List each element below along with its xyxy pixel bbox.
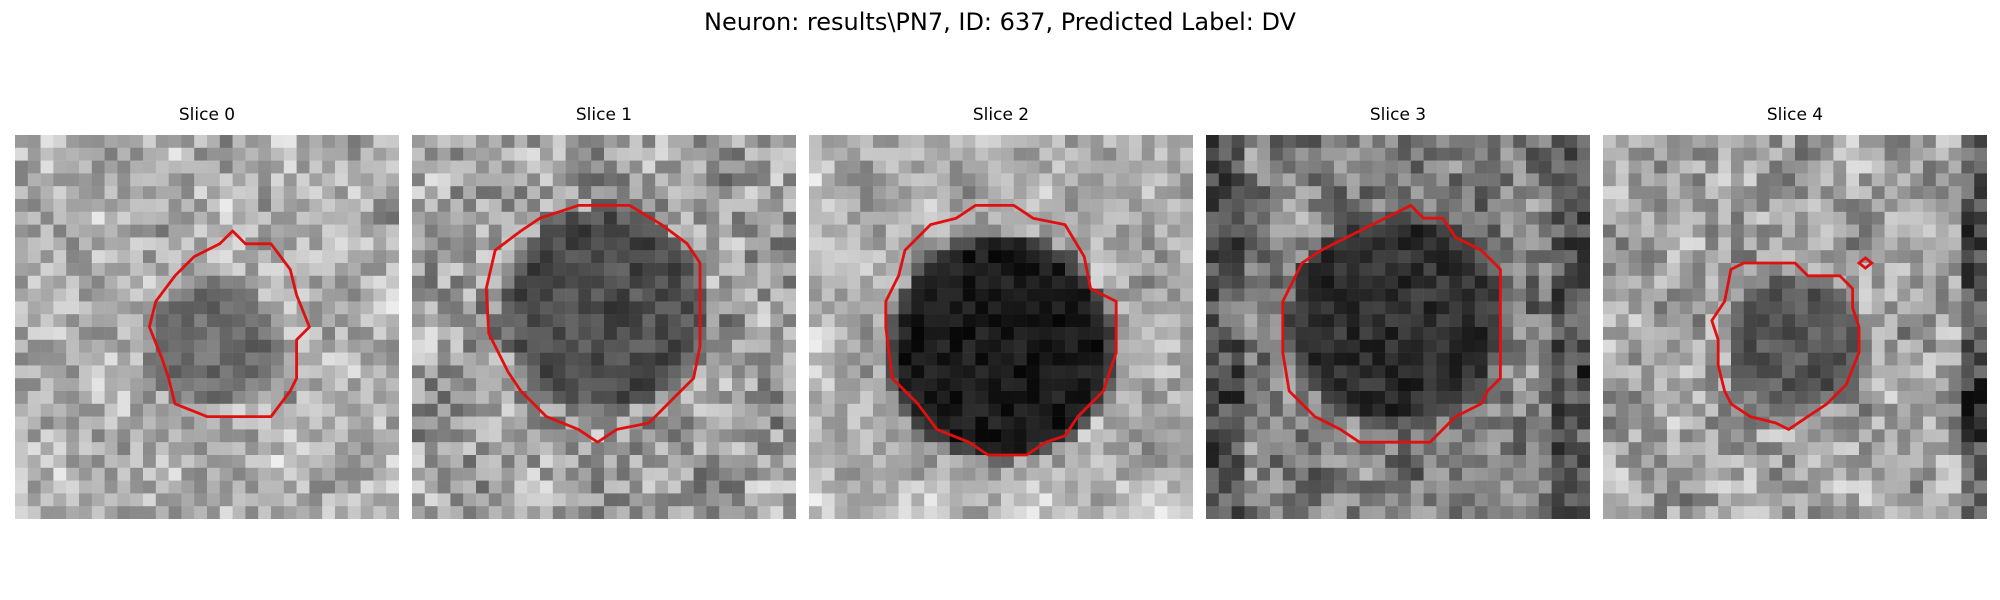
pixel-grid: [1206, 135, 1590, 519]
slice-panel-2: Slice 2: [809, 105, 1193, 525]
pixel-grid: [412, 135, 796, 519]
pixel-grid: [1603, 135, 1987, 519]
slice-panel-4: Slice 4: [1603, 105, 1987, 525]
slice-image-1: [412, 135, 796, 519]
pixel-grid: [809, 135, 1193, 519]
segmentation-contour: [884, 203, 1118, 457]
segmentation-contour: [484, 203, 702, 444]
slice-panel-3: Slice 3: [1206, 105, 1590, 525]
slice-panel-1: Slice 1: [412, 105, 796, 525]
slice-title-2: Slice 2: [972, 105, 1030, 125]
slice-title-0: Slice 0: [178, 105, 236, 125]
slice-title-4: Slice 4: [1766, 105, 1824, 125]
figure-title: Neuron: results\PN7, ID: 637, Predicted …: [704, 8, 1296, 36]
segmentation-contour-fragment: [1856, 256, 1875, 270]
segmentation-contour: [1710, 261, 1861, 431]
slice-image-0: [15, 135, 399, 519]
slice-title-1: Slice 1: [575, 105, 633, 125]
slice-image-2: [809, 135, 1193, 519]
slice-image-4: [1603, 135, 1987, 519]
pixel-grid: [15, 135, 399, 519]
slice-panel-0: Slice 0: [15, 105, 399, 525]
slice-image-3: [1206, 135, 1590, 519]
segmentation-contour: [147, 229, 311, 419]
segmentation-contour: [1281, 203, 1502, 444]
slice-title-3: Slice 3: [1369, 105, 1427, 125]
